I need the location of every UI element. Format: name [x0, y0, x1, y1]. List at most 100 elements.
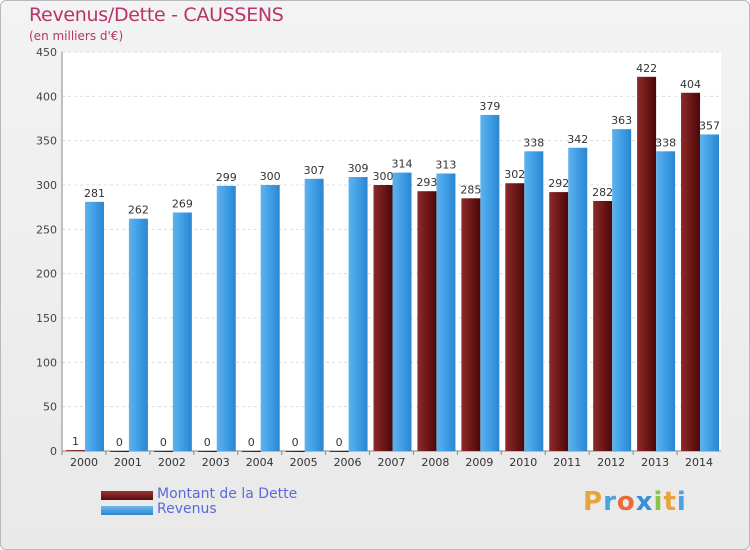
data-label-dette: 285: [460, 183, 481, 196]
y-tick-label: 250: [36, 223, 57, 236]
bar-dette: [637, 76, 657, 452]
data-label-revenus: 363: [611, 114, 632, 127]
legend-label-dette: Montant de la Dette: [157, 486, 298, 502]
y-tick-label: 50: [43, 401, 57, 414]
data-label-revenus: 281: [84, 187, 105, 200]
data-label-revenus: 313: [435, 158, 456, 171]
bar-revenus: [656, 151, 676, 451]
bar-dette: [681, 92, 701, 451]
logo-letter: o: [616, 487, 636, 517]
data-label-dette: 0: [248, 436, 255, 449]
logo-letter: r: [603, 487, 617, 517]
data-label-dette: 0: [160, 436, 167, 449]
x-tick-label: 2013: [641, 456, 669, 469]
data-label-dette: 404: [680, 78, 701, 91]
bar-revenus: [216, 185, 236, 452]
bar-revenus: [700, 134, 720, 451]
x-tick-label: 2014: [685, 456, 713, 469]
bar-revenus: [568, 147, 588, 451]
bar-dette: [549, 192, 569, 452]
bar-dette: [197, 451, 217, 452]
data-label-revenus: 262: [128, 204, 149, 217]
bar-revenus: [260, 185, 280, 451]
logo-letter: P: [583, 487, 604, 517]
data-label-dette: 300: [373, 170, 394, 183]
x-tick-label: 2007: [378, 456, 406, 469]
legend-swatch-revenus: [101, 506, 153, 515]
data-label-revenus: 300: [260, 170, 281, 183]
x-tick-label: 2012: [597, 456, 625, 469]
y-tick-label: 350: [36, 135, 57, 148]
bar-revenus: [524, 151, 544, 451]
x-tick-label: 2001: [114, 456, 142, 469]
x-tick-label: 2004: [246, 456, 274, 469]
chart-title: Revenus/Dette - CAUSSENS: [29, 4, 284, 26]
legend-label-revenus: Revenus: [157, 501, 217, 517]
data-label-revenus: 314: [392, 158, 413, 171]
bar-revenus: [128, 218, 148, 451]
x-tick-label: 2005: [290, 456, 318, 469]
data-label-revenus: 342: [567, 133, 588, 146]
x-tick-label: 2003: [202, 456, 230, 469]
bar-revenus: [84, 201, 104, 451]
x-tick-label: 2011: [553, 456, 581, 469]
data-label-revenus: 309: [348, 162, 369, 175]
bar-revenus: [304, 178, 324, 451]
x-tick-label: 2006: [334, 456, 362, 469]
x-tick-label: 2009: [465, 456, 493, 469]
bar-dette: [241, 451, 261, 452]
bar-dette: [153, 451, 173, 452]
y-tick-label: 200: [36, 268, 57, 281]
y-tick-label: 300: [36, 179, 57, 192]
data-label-revenus: 379: [479, 100, 500, 113]
legend-swatch-dette: [101, 491, 153, 500]
bar-revenus: [612, 129, 632, 451]
bar-dette: [285, 451, 305, 452]
logo-letter: i: [676, 487, 687, 517]
bar-dette: [373, 185, 393, 451]
data-label-dette: 0: [292, 436, 299, 449]
x-tick-label: 2000: [70, 456, 98, 469]
data-label-revenus: 307: [304, 164, 325, 177]
bar-dette: [505, 183, 525, 451]
data-label-dette: 0: [336, 436, 343, 449]
bar-revenus: [392, 172, 412, 451]
bar-dette: [65, 450, 85, 452]
bar-dette: [417, 191, 437, 451]
logo-letter: x: [635, 487, 654, 517]
y-tick-label: 0: [50, 445, 57, 458]
bar-dette: [461, 198, 481, 451]
data-label-revenus: 299: [216, 171, 237, 184]
bar-revenus: [480, 114, 500, 451]
x-tick-label: 2002: [158, 456, 186, 469]
data-label-dette: 0: [116, 436, 123, 449]
y-tick-label: 150: [36, 312, 57, 325]
bar-revenus: [348, 177, 368, 451]
data-label-dette: 422: [636, 62, 657, 75]
y-tick-label: 100: [36, 356, 57, 369]
bar-dette: [109, 451, 129, 452]
data-label-dette: 1: [72, 435, 79, 448]
chart-subtitle: (en milliers d'€): [29, 29, 124, 43]
data-label-dette: 292: [548, 177, 569, 190]
bar-revenus: [172, 212, 192, 451]
bar-dette: [593, 200, 613, 451]
proxiti-logo: Proxiti: [583, 487, 687, 517]
y-tick-label: 450: [36, 46, 57, 59]
bar-dette: [329, 451, 349, 452]
logo-letter: i: [653, 487, 664, 517]
bar-revenus: [436, 173, 456, 451]
data-label-dette: 293: [416, 176, 437, 189]
data-label-dette: 282: [592, 186, 613, 199]
x-tick-label: 2010: [509, 456, 537, 469]
data-label-revenus: 338: [523, 136, 544, 149]
data-label-revenus: 338: [655, 136, 676, 149]
data-label-dette: 302: [504, 168, 525, 181]
data-label-revenus: 269: [172, 197, 193, 210]
logo-letter: t: [663, 487, 677, 517]
y-tick-label: 400: [36, 90, 57, 103]
data-label-revenus: 357: [699, 119, 720, 132]
x-tick-label: 2008: [421, 456, 449, 469]
